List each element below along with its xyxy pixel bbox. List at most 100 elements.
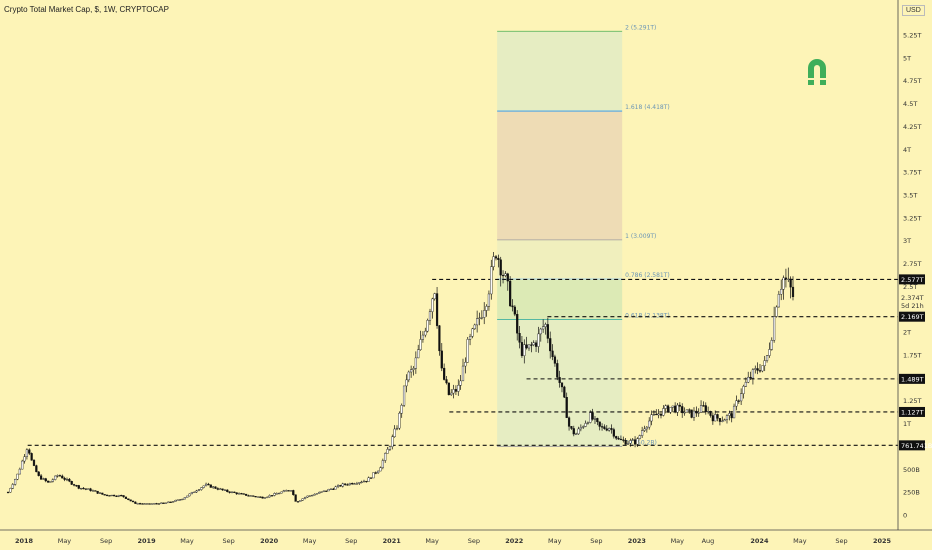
candle-body <box>242 493 245 495</box>
candle-body <box>146 503 149 505</box>
candle-body <box>622 439 625 441</box>
candle-body <box>193 491 196 493</box>
price-tag-label: 1.489T <box>901 375 924 383</box>
candle-body <box>655 413 658 416</box>
candle-body <box>619 438 623 441</box>
candle-body <box>285 490 288 492</box>
candle-body <box>367 477 370 482</box>
candle-body <box>676 404 679 413</box>
x-tick-label: 2023 <box>628 537 646 545</box>
candle-body <box>709 411 712 416</box>
price-axis[interactable]: 0 250B 500B 1T 1.25T 1.75T 2T 2.5T 2.75T 3T 3.25T 3… <box>903 32 921 520</box>
x-tick-label: 2020 <box>260 537 279 545</box>
candle-body <box>30 453 33 461</box>
candle-body <box>384 453 387 461</box>
candle-body <box>65 478 69 481</box>
candle-body <box>511 305 514 308</box>
candle-body <box>777 294 780 308</box>
x-tick-label: May <box>548 537 562 545</box>
candle-body <box>702 405 705 407</box>
candle-body <box>70 481 73 485</box>
candle-body <box>207 483 210 486</box>
candle-body <box>89 488 92 492</box>
candle-body <box>499 259 502 276</box>
candle-body <box>492 256 495 267</box>
candle-body <box>197 489 201 492</box>
candle-body <box>204 483 208 487</box>
candle-body <box>560 382 564 388</box>
candle-body <box>200 487 203 490</box>
candle-body <box>143 503 146 505</box>
candle-body <box>16 473 19 480</box>
candle-body <box>424 330 427 336</box>
y-tick-label: 4.75T <box>903 77 921 85</box>
candle-body <box>101 492 104 495</box>
candle-body <box>37 471 40 476</box>
fib-level-label: 1 (3.009T) <box>625 233 656 240</box>
candle-body <box>690 409 693 418</box>
x-tick-label: May <box>58 537 72 545</box>
candle-body <box>407 371 410 381</box>
candle-body <box>532 342 535 346</box>
time-axis[interactable]: 2018 May Sep 2019 May Sep 2020 May Sep 2021 May Sep… <box>15 537 892 545</box>
x-tick-label: 2018 <box>15 537 34 545</box>
candle-body <box>176 499 179 501</box>
candle-body <box>468 336 472 340</box>
candle-body <box>633 439 637 445</box>
candle-body <box>603 426 606 429</box>
candle-body <box>386 449 389 454</box>
candle-body <box>584 423 587 427</box>
x-tick-label: May <box>425 537 439 545</box>
candle-body <box>575 433 578 435</box>
magnet-icon[interactable] <box>808 59 826 85</box>
candle-body <box>296 501 300 503</box>
price-tag <box>899 440 925 451</box>
candle-body <box>160 502 163 505</box>
candle-body <box>108 495 111 497</box>
y-tick-label: 500B <box>903 466 920 474</box>
candle-body <box>487 293 491 307</box>
candle-body <box>643 428 646 431</box>
candle-body <box>268 495 271 498</box>
candle-body <box>412 368 415 370</box>
candle-body <box>749 376 752 379</box>
candle-body <box>292 490 295 495</box>
candle-body <box>35 465 38 473</box>
candle-body <box>763 360 766 366</box>
candle-body <box>626 443 630 445</box>
candle-body <box>393 428 396 438</box>
currency-badge[interactable]: USD <box>902 5 925 16</box>
candle-body <box>551 350 554 357</box>
candle-body <box>405 379 408 387</box>
candle-body <box>791 286 795 298</box>
candle-body <box>775 306 778 317</box>
bar-countdown-label: 5d 21h <box>901 302 924 310</box>
candle-body <box>530 344 533 346</box>
candle-body <box>374 472 377 474</box>
candle-body <box>570 426 573 429</box>
candle-body <box>692 410 696 418</box>
candle-body <box>697 412 700 414</box>
candle-body <box>122 495 125 498</box>
y-tick-label: 3.25T <box>903 214 921 222</box>
candle-body <box>572 428 575 435</box>
y-tick-label: 4.5T <box>903 100 917 108</box>
candle-body <box>186 495 189 498</box>
x-tick-label: Aug <box>702 537 715 545</box>
candle-body <box>263 497 267 499</box>
candle-body <box>707 411 710 413</box>
price-tag <box>899 311 925 322</box>
candle-body <box>577 428 580 435</box>
candle-body <box>329 488 333 490</box>
candle-body <box>725 415 729 420</box>
candle-body <box>54 475 57 480</box>
candle-body <box>124 496 128 499</box>
price-tags: 2.577T 2.169T 1.489T 1.127T 761.741B 2.374T5d… <box>899 274 932 451</box>
candle-body <box>742 386 745 394</box>
candle-body <box>202 485 205 488</box>
candle-body <box>49 481 52 483</box>
fib-level-label: 1.618 (4.418T) <box>625 104 670 111</box>
candle-body <box>471 328 474 337</box>
candle-body <box>735 400 738 407</box>
